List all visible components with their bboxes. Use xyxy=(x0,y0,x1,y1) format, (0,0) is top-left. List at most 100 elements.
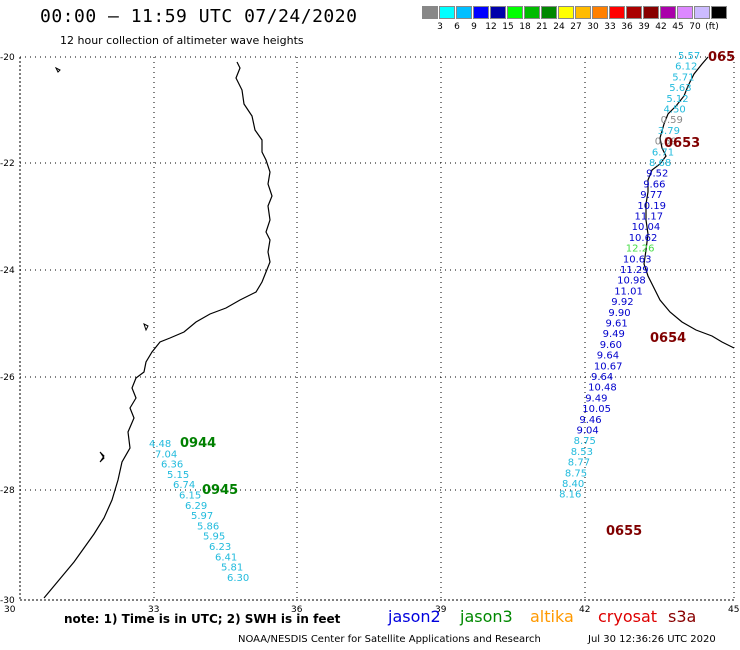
swh-label: 9.52 xyxy=(646,169,668,180)
swh-label: 5.57 xyxy=(678,51,700,62)
swh-label: 9.61 xyxy=(606,319,628,330)
pass-label-0944: 0944 xyxy=(180,436,216,451)
colorbar-swatch xyxy=(507,6,523,19)
swh-label: 10.62 xyxy=(629,233,658,244)
satellite-cryosat: cryosat xyxy=(598,607,658,626)
colorbar-swatch xyxy=(609,6,625,19)
colorbar-label: 39 xyxy=(638,22,650,32)
colorbar-swatch xyxy=(541,6,557,19)
swh-label: 8.16 xyxy=(559,490,581,501)
colorbar-swatch xyxy=(422,6,438,19)
swh-label: 7.04 xyxy=(155,449,177,460)
colorbar-label: 24 xyxy=(553,22,565,32)
swh-label: 5.15 xyxy=(167,470,189,481)
lat-label: -22 xyxy=(0,159,15,169)
timestamp: Jul 30 12:36:26 UTC 2020 xyxy=(588,634,716,645)
satellite-jason2: jason2 xyxy=(388,607,441,626)
swh-label: 9.60 xyxy=(600,340,622,351)
lon-label: 45 xyxy=(728,605,739,615)
lon-label: 33 xyxy=(148,605,159,615)
swh-label: 6.36 xyxy=(161,460,183,471)
swh-label: 9.66 xyxy=(643,179,665,190)
map-subtitle: 12 hour collection of altimeter wave hei… xyxy=(60,34,304,47)
pass-label-0945: 0945 xyxy=(202,483,238,498)
swh-label: 5.81 xyxy=(221,563,243,574)
colorbar-swatch xyxy=(439,6,455,19)
swh-label: 5.86 xyxy=(197,521,219,532)
colorbar-swatch xyxy=(490,6,506,19)
swh-label: 12.26 xyxy=(626,244,655,255)
colorbar-label: 27 xyxy=(570,22,582,32)
swh-label: 6.30 xyxy=(227,573,249,584)
footer-note: note: 1) Time is in UTC; 2) SWH is in fe… xyxy=(64,612,341,626)
colorbar-label: 21 xyxy=(536,22,548,32)
swh-label: 9.64 xyxy=(591,372,613,383)
colorbar-swatch xyxy=(711,6,727,19)
map-title: 00:00 – 11:59 UTC 07/24/2020 xyxy=(40,6,358,27)
swh-label: 9.04 xyxy=(577,426,599,437)
swh-label: 5.63 xyxy=(669,83,691,94)
swh-label: 5.97 xyxy=(191,511,213,522)
swh-label: 6.15 xyxy=(179,491,201,502)
colorbar-swatch xyxy=(456,6,472,19)
lat-label: -20 xyxy=(0,53,15,63)
swh-label: 9.49 xyxy=(603,329,625,340)
swh-label: 8.75 xyxy=(574,436,596,447)
pass-label-0654: 0654 xyxy=(650,331,686,346)
coast-island xyxy=(99,451,105,463)
lon-label: 42 xyxy=(579,605,590,615)
colorbar-label: 30 xyxy=(587,22,599,32)
swh-label: 10.05 xyxy=(582,404,611,415)
lat-label: -24 xyxy=(0,266,15,276)
swh-label: 11.17 xyxy=(635,212,664,223)
lat-label: -26 xyxy=(0,373,15,383)
swh-label: 8.68 xyxy=(649,158,671,169)
satellite-jason3: jason3 xyxy=(460,607,513,626)
swh-label: 10.04 xyxy=(632,222,661,233)
colorbar-label: 12 xyxy=(485,22,497,32)
lon-label: 36 xyxy=(291,605,303,615)
graticule xyxy=(20,56,735,600)
lon-label: 30 xyxy=(4,605,16,615)
swh-label: 8.77 xyxy=(568,458,590,469)
africa-coastline xyxy=(43,61,273,599)
swh-label: 5.95 xyxy=(203,532,225,543)
swh-label: 10.98 xyxy=(617,276,646,287)
colorbar-label: 9 xyxy=(471,22,477,32)
coast-island xyxy=(54,66,61,73)
colorbar-swatch xyxy=(558,6,574,19)
swh-label: 11.29 xyxy=(620,265,649,276)
swh-label: 6.29 xyxy=(185,501,207,512)
colorbar-swatch xyxy=(660,6,676,19)
swh-label: 9.92 xyxy=(611,297,633,308)
swh-label: 8.75 xyxy=(565,468,587,479)
colorbar-swatch xyxy=(643,6,659,19)
colorbar-label: 3 xyxy=(437,22,443,32)
swh-label: 3.79 xyxy=(658,126,680,137)
coast-island xyxy=(143,323,149,332)
swh-label: 9.77 xyxy=(640,190,662,201)
swh-label: 10.67 xyxy=(594,361,623,372)
satellite-altika: altika xyxy=(530,607,574,626)
colorbar-label: 42 xyxy=(655,22,667,32)
swh-label: 6.71 xyxy=(652,147,674,158)
swh-label: 10.19 xyxy=(637,201,666,212)
colorbar-label: 6 xyxy=(454,22,460,32)
colorbar-swatch xyxy=(575,6,591,19)
credit-line: NOAA/NESDIS Center for Satellite Applica… xyxy=(238,634,541,645)
swh-label: 8.40 xyxy=(562,479,584,490)
colorbar-swatch xyxy=(524,6,540,19)
lat-label: -28 xyxy=(0,486,15,496)
colorbar-label: 33 xyxy=(604,22,616,32)
colorbar-swatch xyxy=(626,6,642,19)
swh-label: 0.59 xyxy=(655,137,677,148)
pass-label-0655: 0655 xyxy=(606,524,642,539)
swh-label: 9.90 xyxy=(608,308,630,319)
swh-label: 8.53 xyxy=(571,447,593,458)
colorbar-label: (ft) xyxy=(705,22,719,32)
swh-label: 0.59 xyxy=(661,115,683,126)
swh-label: 9.49 xyxy=(585,393,607,404)
swh-label: 4.48 xyxy=(149,439,171,450)
swh-label: 6.12 xyxy=(675,62,697,73)
